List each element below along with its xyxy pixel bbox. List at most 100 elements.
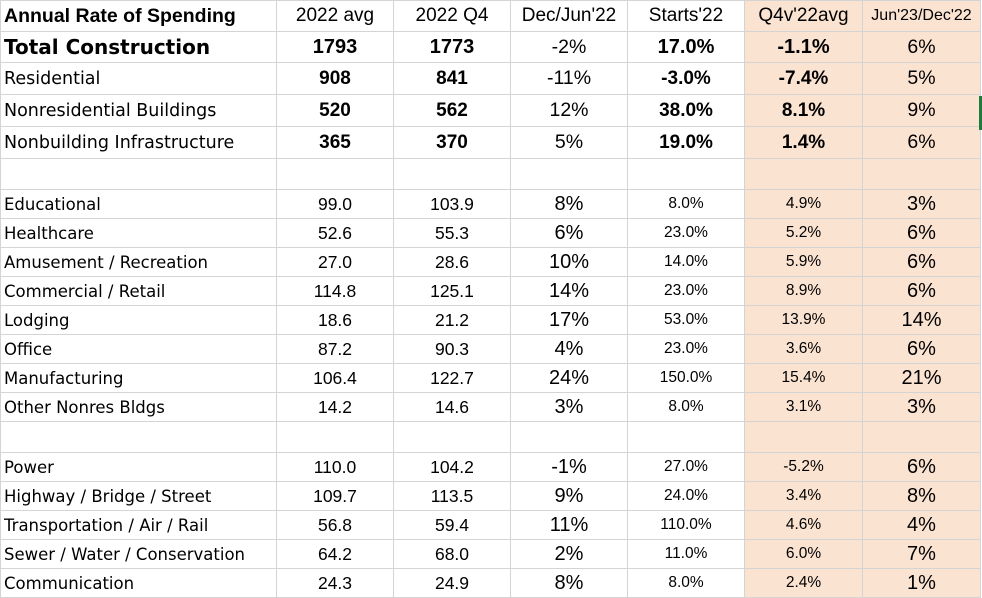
empty-cell[interactable] <box>0 158 277 190</box>
empty-cell[interactable] <box>862 421 981 453</box>
empty-cell[interactable] <box>744 158 863 190</box>
dec-jun-cell[interactable]: 4% <box>510 334 628 364</box>
empty-cell[interactable] <box>862 158 981 190</box>
jun-dec-cell[interactable]: 8% <box>862 481 981 511</box>
avg-cell[interactable]: 109.7 <box>276 481 394 511</box>
empty-cell[interactable] <box>627 158 745 190</box>
avg-cell[interactable]: 908 <box>276 62 394 95</box>
q4v-cell[interactable]: 8.9% <box>744 276 863 306</box>
jun-dec-cell[interactable]: 7% <box>862 539 981 569</box>
row-label-cell[interactable]: Lodging <box>0 305 277 335</box>
empty-cell[interactable] <box>393 158 511 190</box>
q4v-cell[interactable]: 3.1% <box>744 392 863 422</box>
avg-cell[interactable]: 365 <box>276 126 394 159</box>
q4-cell[interactable]: 562 <box>393 94 511 127</box>
starts-cell[interactable]: 27.0% <box>627 452 745 482</box>
dec-jun-cell[interactable]: 8% <box>510 568 628 598</box>
dec-jun-cell[interactable]: -2% <box>510 31 628 63</box>
dec-jun-cell[interactable]: 3% <box>510 392 628 422</box>
dec-jun-cell[interactable]: 24% <box>510 363 628 393</box>
jun-dec-cell[interactable]: 6% <box>862 276 981 306</box>
jun-dec-cell[interactable]: 6% <box>862 334 981 364</box>
row-label-cell[interactable]: Commercial / Retail <box>0 276 277 306</box>
starts-cell[interactable]: 110.0% <box>627 510 745 540</box>
starts-cell[interactable]: 23.0% <box>627 334 745 364</box>
header-jun-dec-cell[interactable]: Jun'23/Dec'22 <box>862 0 981 32</box>
avg-cell[interactable]: 24.3 <box>276 568 394 598</box>
q4v-cell[interactable]: 1.4% <box>744 126 863 159</box>
q4v-cell[interactable]: 3.4% <box>744 481 863 511</box>
avg-cell[interactable]: 56.8 <box>276 510 394 540</box>
empty-cell[interactable] <box>627 421 745 453</box>
q4v-cell[interactable]: 8.1% <box>744 94 863 127</box>
row-label-cell[interactable]: Amusement / Recreation <box>0 247 277 277</box>
row-label-cell[interactable]: Sewer / Water / Conservation <box>0 539 277 569</box>
header-q4v-cell[interactable]: Q4v'22avg <box>744 0 863 32</box>
row-label-cell[interactable]: Nonresidential Buildings <box>0 94 277 127</box>
q4-cell[interactable]: 103.9 <box>393 189 511 219</box>
jun-dec-cell[interactable]: 6% <box>862 452 981 482</box>
q4-cell[interactable]: 59.4 <box>393 510 511 540</box>
row-label-cell[interactable]: Residential <box>0 62 277 95</box>
avg-cell[interactable]: 110.0 <box>276 452 394 482</box>
avg-cell[interactable]: 18.6 <box>276 305 394 335</box>
q4-cell[interactable]: 90.3 <box>393 334 511 364</box>
dec-jun-cell[interactable]: 12% <box>510 94 628 127</box>
starts-cell[interactable]: 38.0% <box>627 94 745 127</box>
q4-cell[interactable]: 55.3 <box>393 218 511 248</box>
q4-cell[interactable]: 28.6 <box>393 247 511 277</box>
starts-cell[interactable]: 150.0% <box>627 363 745 393</box>
row-label-cell[interactable]: Manufacturing <box>0 363 277 393</box>
avg-cell[interactable]: 520 <box>276 94 394 127</box>
header-dec-jun-cell[interactable]: Dec/Jun'22 <box>510 0 628 32</box>
q4-cell[interactable]: 104.2 <box>393 452 511 482</box>
q4-cell[interactable]: 1773 <box>393 31 511 63</box>
q4v-cell[interactable]: 4.6% <box>744 510 863 540</box>
avg-cell[interactable]: 87.2 <box>276 334 394 364</box>
empty-cell[interactable] <box>0 421 277 453</box>
starts-cell[interactable]: 24.0% <box>627 481 745 511</box>
starts-cell[interactable]: 53.0% <box>627 305 745 335</box>
empty-cell[interactable] <box>510 158 628 190</box>
dec-jun-cell[interactable]: 6% <box>510 218 628 248</box>
avg-cell[interactable]: 14.2 <box>276 392 394 422</box>
dec-jun-cell[interactable]: 2% <box>510 539 628 569</box>
q4v-cell[interactable]: 3.6% <box>744 334 863 364</box>
dec-jun-cell[interactable]: 10% <box>510 247 628 277</box>
q4-cell[interactable]: 841 <box>393 62 511 95</box>
avg-cell[interactable]: 1793 <box>276 31 394 63</box>
q4-cell[interactable]: 21.2 <box>393 305 511 335</box>
starts-cell[interactable]: 23.0% <box>627 218 745 248</box>
empty-cell[interactable] <box>276 158 394 190</box>
q4-cell[interactable]: 14.6 <box>393 392 511 422</box>
q4-cell[interactable]: 68.0 <box>393 539 511 569</box>
dec-jun-cell[interactable]: 5% <box>510 126 628 159</box>
q4v-cell[interactable]: 6.0% <box>744 539 863 569</box>
row-label-cell[interactable]: Transportation / Air / Rail <box>0 510 277 540</box>
avg-cell[interactable]: 99.0 <box>276 189 394 219</box>
dec-jun-cell[interactable]: 11% <box>510 510 628 540</box>
starts-cell[interactable]: 8.0% <box>627 568 745 598</box>
row-label-cell[interactable]: Total Construction <box>0 31 277 63</box>
q4v-cell[interactable]: 5.9% <box>744 247 863 277</box>
jun-dec-cell[interactable]: 3% <box>862 392 981 422</box>
jun-dec-cell[interactable]: 4% <box>862 510 981 540</box>
jun-dec-cell[interactable]: 6% <box>862 218 981 248</box>
q4v-cell[interactable]: -7.4% <box>744 62 863 95</box>
jun-dec-cell[interactable]: 9% <box>862 94 981 127</box>
empty-cell[interactable] <box>276 421 394 453</box>
q4v-cell[interactable]: 15.4% <box>744 363 863 393</box>
starts-cell[interactable]: 8.0% <box>627 392 745 422</box>
starts-cell[interactable]: 11.0% <box>627 539 745 569</box>
dec-jun-cell[interactable]: 17% <box>510 305 628 335</box>
row-label-cell[interactable]: Power <box>0 452 277 482</box>
starts-cell[interactable]: 23.0% <box>627 276 745 306</box>
q4v-cell[interactable]: 2.4% <box>744 568 863 598</box>
jun-dec-cell[interactable]: 5% <box>862 62 981 95</box>
q4-cell[interactable]: 370 <box>393 126 511 159</box>
starts-cell[interactable]: 17.0% <box>627 31 745 63</box>
jun-dec-cell[interactable]: 6% <box>862 247 981 277</box>
q4v-cell[interactable]: 5.2% <box>744 218 863 248</box>
jun-dec-cell[interactable]: 3% <box>862 189 981 219</box>
row-label-cell[interactable]: Office <box>0 334 277 364</box>
